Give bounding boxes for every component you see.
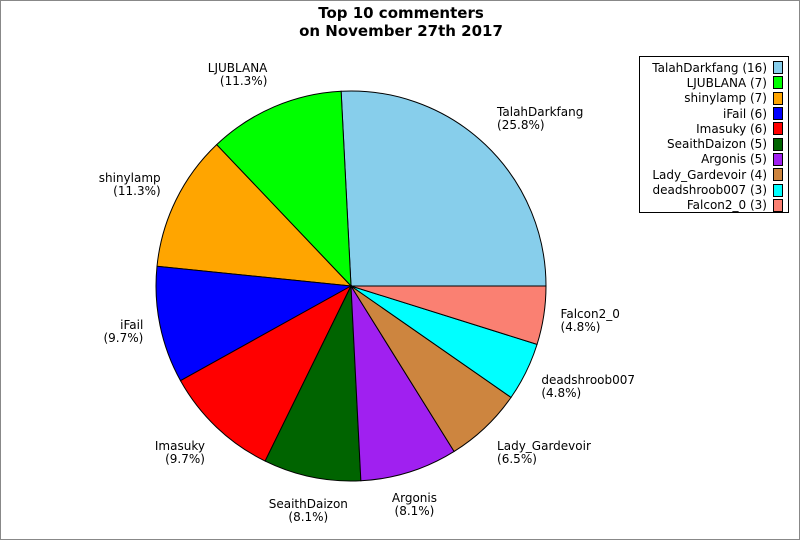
legend-swatch xyxy=(773,76,783,90)
slice-label-name: Imasuky xyxy=(154,438,205,453)
legend-swatch xyxy=(773,122,783,136)
legend-item: Argonis (5) xyxy=(640,152,788,167)
slice-label: SeaithDaizon (8.1%) xyxy=(269,498,348,524)
legend-item: deadshroob007 (3) xyxy=(640,182,788,197)
slice-label-percent: (4.8%) xyxy=(560,319,601,334)
legend-label: Falcon2_0 (3) xyxy=(686,198,767,213)
legend-label: TalahDarkfang (16) xyxy=(652,60,767,75)
slice-label: Falcon2_0 (4.8%) xyxy=(560,306,620,334)
legend-label: shinylamp (7) xyxy=(684,91,767,106)
legend-swatch xyxy=(773,107,783,121)
chart-title-line-2: on November 27th 2017 xyxy=(299,22,503,40)
slice-label-name: Lady_Gardevoir xyxy=(497,438,591,453)
slice-label: LJUBLANA (11.3%) xyxy=(207,60,268,88)
legend-item: TalahDarkfang (16) xyxy=(640,60,788,75)
slice-label: deadshroob007 (4.8%) xyxy=(541,374,635,400)
legend-item: iFail (6) xyxy=(640,106,788,121)
pie-slice-seaithdaizon xyxy=(264,284,362,482)
pie-slice-ljublana xyxy=(215,90,352,288)
slice-label: shinylamp (11.3%) xyxy=(98,170,161,198)
chart-title: Top 10 commenters on November 27th 2017 xyxy=(1,4,799,40)
legend-swatch xyxy=(773,183,783,197)
slice-label-percent: (9.7%) xyxy=(165,451,205,466)
slice-label-percent: (6.5%) xyxy=(497,451,537,466)
legend-swatch xyxy=(773,198,783,212)
chart-title-line-1: Top 10 commenters xyxy=(318,4,484,22)
slice-label: TalahDarkfang (25.8%) xyxy=(497,106,583,132)
slice-label: Argonis (8.1%) xyxy=(392,492,437,518)
legend-item: LJUBLANA (7) xyxy=(640,75,788,90)
slice-label-percent: (11.3%) xyxy=(219,73,268,88)
legend-swatch xyxy=(773,91,783,105)
legend-item: SeaithDaizon (5) xyxy=(640,136,788,151)
slice-label: Lady_Gardevoir (6.5%) xyxy=(497,438,591,466)
pie-slice-imasuky xyxy=(179,284,353,462)
slice-label-percent: (9.7%) xyxy=(103,331,144,346)
slice-label-name: iFail xyxy=(120,318,144,333)
legend-label: Argonis (5) xyxy=(701,152,767,167)
slice-label-percent: (4.8%) xyxy=(541,386,582,401)
slice-label-percent: (25.8%) xyxy=(497,118,545,133)
slice-label-percent: (8.1%) xyxy=(394,504,435,519)
slice-label-name: LJUBLANA xyxy=(207,60,268,75)
legend-label: Imasuky (6) xyxy=(696,121,767,136)
slice-label-name: SeaithDaizon xyxy=(268,497,348,512)
legend-item: Imasuky (6) xyxy=(640,121,788,136)
legend-label: iFail (6) xyxy=(723,106,767,121)
legend-item: Falcon2_0 (3) xyxy=(640,198,788,213)
slice-label-name: Falcon2_0 xyxy=(560,306,620,321)
legend-swatch xyxy=(773,61,783,75)
legend: TalahDarkfang (16) LJUBLANA (7) shinylamp … xyxy=(639,56,789,213)
legend-item: Lady_Gardevoir (4) xyxy=(640,167,788,182)
pie-slice-argonis xyxy=(350,284,455,482)
pie-slice-shinylamp xyxy=(156,143,353,287)
pie-slice-falcon2_0 xyxy=(350,285,547,346)
slice-label-percent: (11.3%) xyxy=(113,183,161,198)
pie-slice-talahdarkfang xyxy=(340,90,547,287)
slice-label-name: deadshroob007 xyxy=(541,373,636,388)
legend-swatch xyxy=(773,152,783,166)
slice-label: Imasuky (9.7%) xyxy=(154,438,205,466)
legend-swatch xyxy=(773,168,783,182)
slice-label: iFail (9.7%) xyxy=(103,319,143,345)
slice-label-name: TalahDarkfang xyxy=(497,105,584,120)
legend-label: Lady_Gardevoir (4) xyxy=(652,167,767,182)
slice-label-name: shinylamp xyxy=(98,170,161,185)
pie-slice-ifail xyxy=(155,265,353,382)
legend-label: LJUBLANA (7) xyxy=(686,75,767,90)
slice-label-name: Argonis xyxy=(391,491,437,506)
legend-swatch xyxy=(773,137,783,151)
legend-item: shinylamp (7) xyxy=(640,91,788,106)
legend-label: SeaithDaizon (5) xyxy=(667,137,767,152)
slice-label-percent: (8.1%) xyxy=(288,510,329,525)
legend-label: deadshroob007 (3) xyxy=(652,183,767,198)
